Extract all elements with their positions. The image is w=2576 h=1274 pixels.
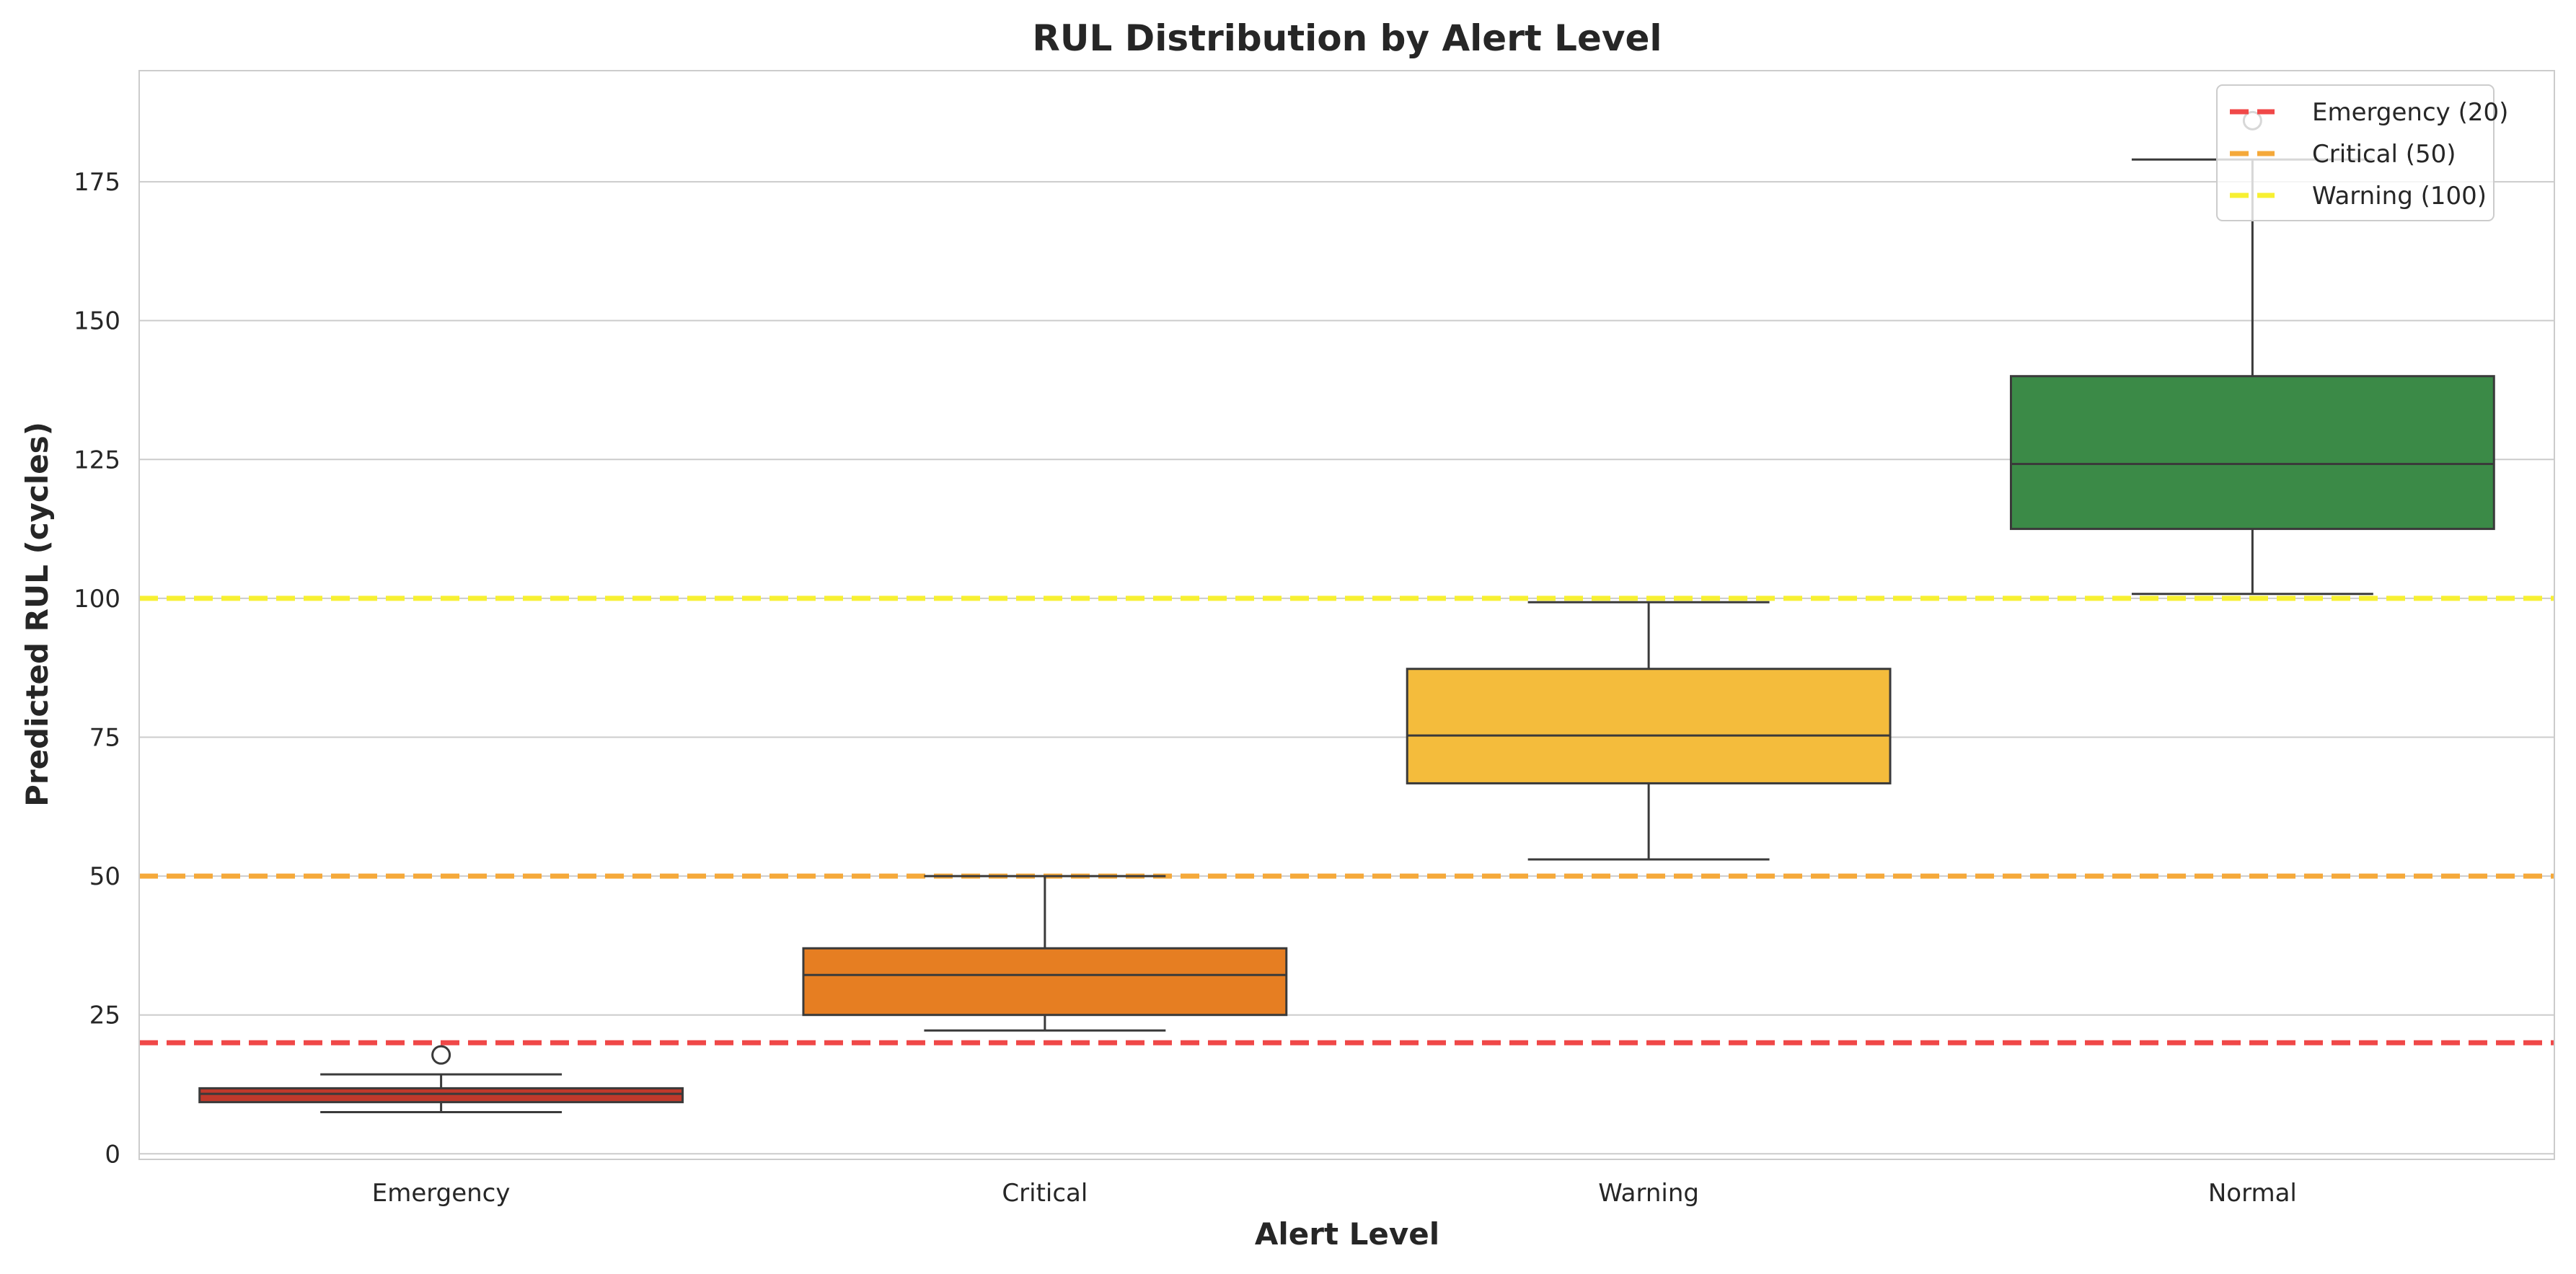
box-emergency — [198, 1045, 684, 1114]
x-axis: Emergency Critical Warning Normal — [372, 1179, 2297, 1208]
legend-frame — [2216, 84, 2495, 221]
y-tick-label: 25 — [89, 1001, 120, 1030]
iqr-box — [1406, 668, 1892, 784]
x-axis-title: Alert Level — [1255, 1216, 1439, 1252]
legend: Emergency (20) Critical (50) Warning (100) — [2216, 84, 2508, 221]
legend-label: Critical (50) — [2312, 140, 2456, 169]
box-normal — [2009, 110, 2495, 596]
grid — [139, 181, 2554, 1155]
box-plots — [198, 110, 2495, 1114]
box-warning — [1406, 601, 1892, 861]
y-tick-label: 100 — [74, 585, 120, 614]
y-tick-label: 150 — [74, 307, 120, 336]
x-tick-label: Warning — [1598, 1179, 1699, 1208]
chart-title: RUL Distribution by Alert Level — [1032, 17, 1662, 59]
y-tick-label: 0 — [105, 1140, 120, 1169]
iqr-box — [2009, 375, 2495, 531]
iqr-box — [802, 947, 1288, 1017]
y-tick-label: 175 — [74, 168, 120, 197]
x-tick-label: Critical — [1002, 1179, 1088, 1208]
y-tick-label: 125 — [74, 446, 120, 474]
legend-label: Emergency (20) — [2312, 98, 2508, 127]
x-tick-label: Normal — [2208, 1179, 2297, 1208]
x-tick-label: Emergency — [372, 1179, 511, 1208]
legend-label: Warning (100) — [2312, 182, 2487, 211]
iqr-box — [198, 1087, 684, 1104]
plot-frame — [138, 70, 2555, 1160]
box-critical — [802, 875, 1288, 1032]
y-tick-label: 75 — [89, 723, 120, 752]
y-axis-title: Predicted RUL (cycles) — [19, 422, 55, 807]
y-tick-label: 50 — [89, 862, 120, 891]
threshold-lines — [139, 596, 2554, 1045]
outlier-point — [431, 1045, 451, 1065]
y-axis: 0 25 50 75 100 125 150 175 — [74, 168, 120, 1169]
